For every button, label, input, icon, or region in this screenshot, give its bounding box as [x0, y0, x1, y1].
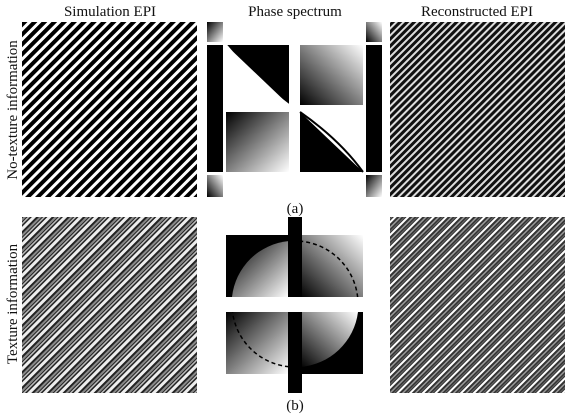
column-header: Simulation EPI — [64, 4, 156, 20]
phase-spectrum-image — [207, 217, 382, 393]
caption: (b) — [286, 398, 304, 414]
figure: Simulation EPI Phase spectrum Reconstruc… — [0, 0, 565, 419]
simulation-epi-image — [22, 217, 197, 393]
page: Simulation EPI Phase spectrum Reconstruc… — [0, 0, 565, 419]
column-header: Reconstructed EPI — [421, 4, 533, 20]
caption: (a) — [287, 201, 304, 217]
row-label: No-texture information — [5, 40, 21, 180]
row-label: Texture information — [5, 243, 21, 364]
phase-spectrum-image — [207, 22, 382, 197]
simulation-epi-image — [22, 22, 197, 197]
reconstructed-epi-image — [390, 22, 565, 197]
reconstructed-epi-image — [390, 217, 565, 393]
column-header: Phase spectrum — [248, 4, 342, 20]
